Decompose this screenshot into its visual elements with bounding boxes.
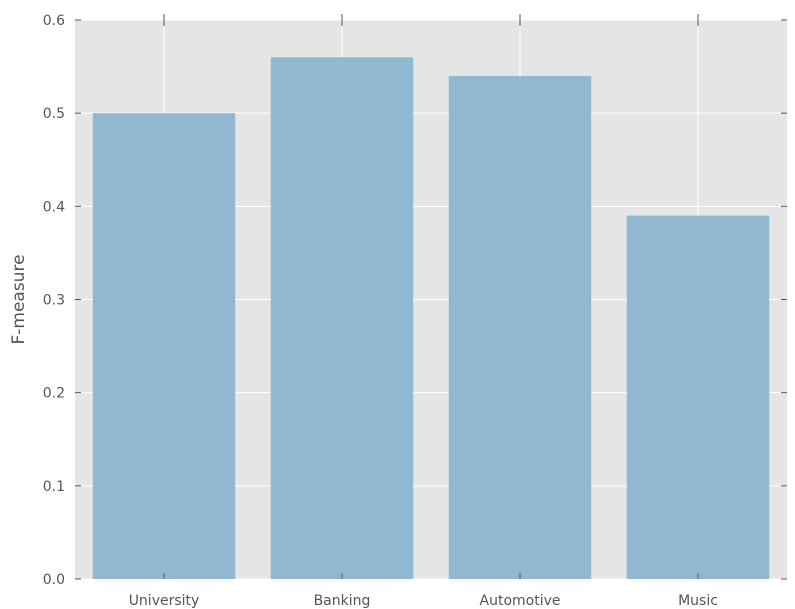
bar-banking	[270, 57, 414, 580]
x-tick-label: Automotive	[480, 593, 561, 609]
y-tick-label: 0.3	[43, 293, 65, 309]
y-tick-label: 0.2	[43, 386, 65, 402]
bar-university	[92, 113, 236, 580]
y-axis-ticks: 0.0 0.1 0.2 0.3 0.4 0.5 0.6	[43, 13, 787, 588]
bars	[92, 57, 770, 580]
y-tick-label: 0.5	[43, 106, 65, 122]
y-tick-label: 0.4	[43, 199, 65, 215]
y-tick-label: 0.0	[43, 572, 65, 588]
bar-music	[626, 215, 770, 579]
y-tick-label: 0.6	[43, 13, 65, 29]
x-tick-label: University	[129, 593, 200, 609]
y-axis-label: F-measure	[9, 254, 29, 344]
y-tick-label: 0.1	[43, 479, 65, 495]
x-tick-label: Banking	[314, 593, 371, 609]
bar-automotive	[448, 75, 592, 580]
x-tick-label: Music	[678, 593, 718, 609]
x-axis-ticks: University Banking Automotive Music	[129, 14, 718, 609]
